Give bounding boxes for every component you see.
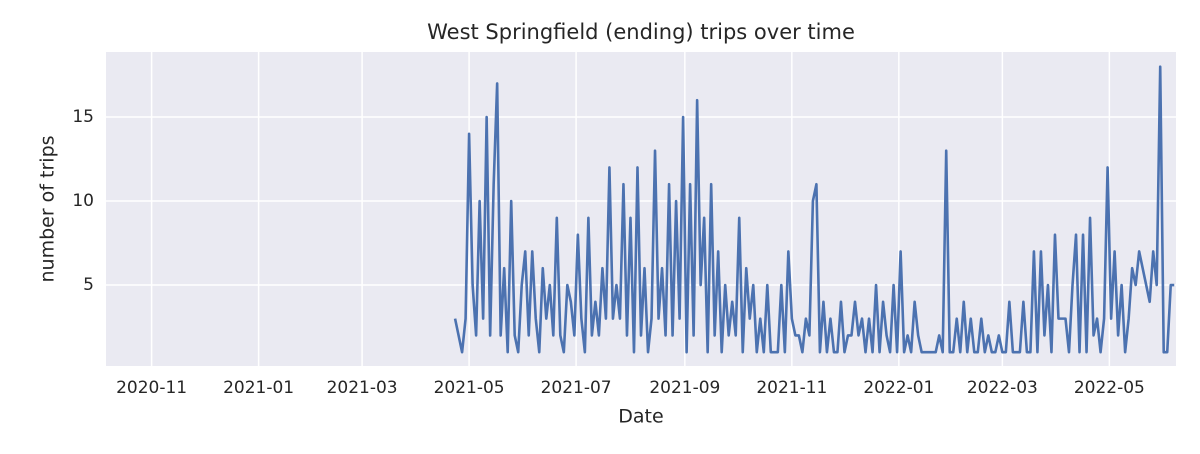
y-axis-label: number of trips xyxy=(37,135,59,282)
x-axis-label: Date xyxy=(618,406,663,428)
x-tick-label: 2021-05 xyxy=(434,378,505,398)
x-tick-label: 2022-01 xyxy=(863,378,934,398)
x-tick-label: 2021-11 xyxy=(756,378,827,398)
x-tick-label: 2020-11 xyxy=(116,378,187,398)
y-tick-label: 10 xyxy=(72,191,94,211)
x-tick-label: 2022-05 xyxy=(1074,378,1145,398)
x-tick-label: 2022-03 xyxy=(967,378,1038,398)
y-tick-label: 5 xyxy=(83,275,94,295)
y-tick-label: 15 xyxy=(72,107,94,127)
x-tick-label: 2021-01 xyxy=(223,378,294,398)
chart-title: West Springfield (ending) trips over tim… xyxy=(427,20,855,44)
x-tick-label: 2021-09 xyxy=(649,378,720,398)
data-line xyxy=(453,65,1175,354)
x-tick-label: 2021-07 xyxy=(541,378,612,398)
x-tick-label: 2021-03 xyxy=(327,378,398,398)
